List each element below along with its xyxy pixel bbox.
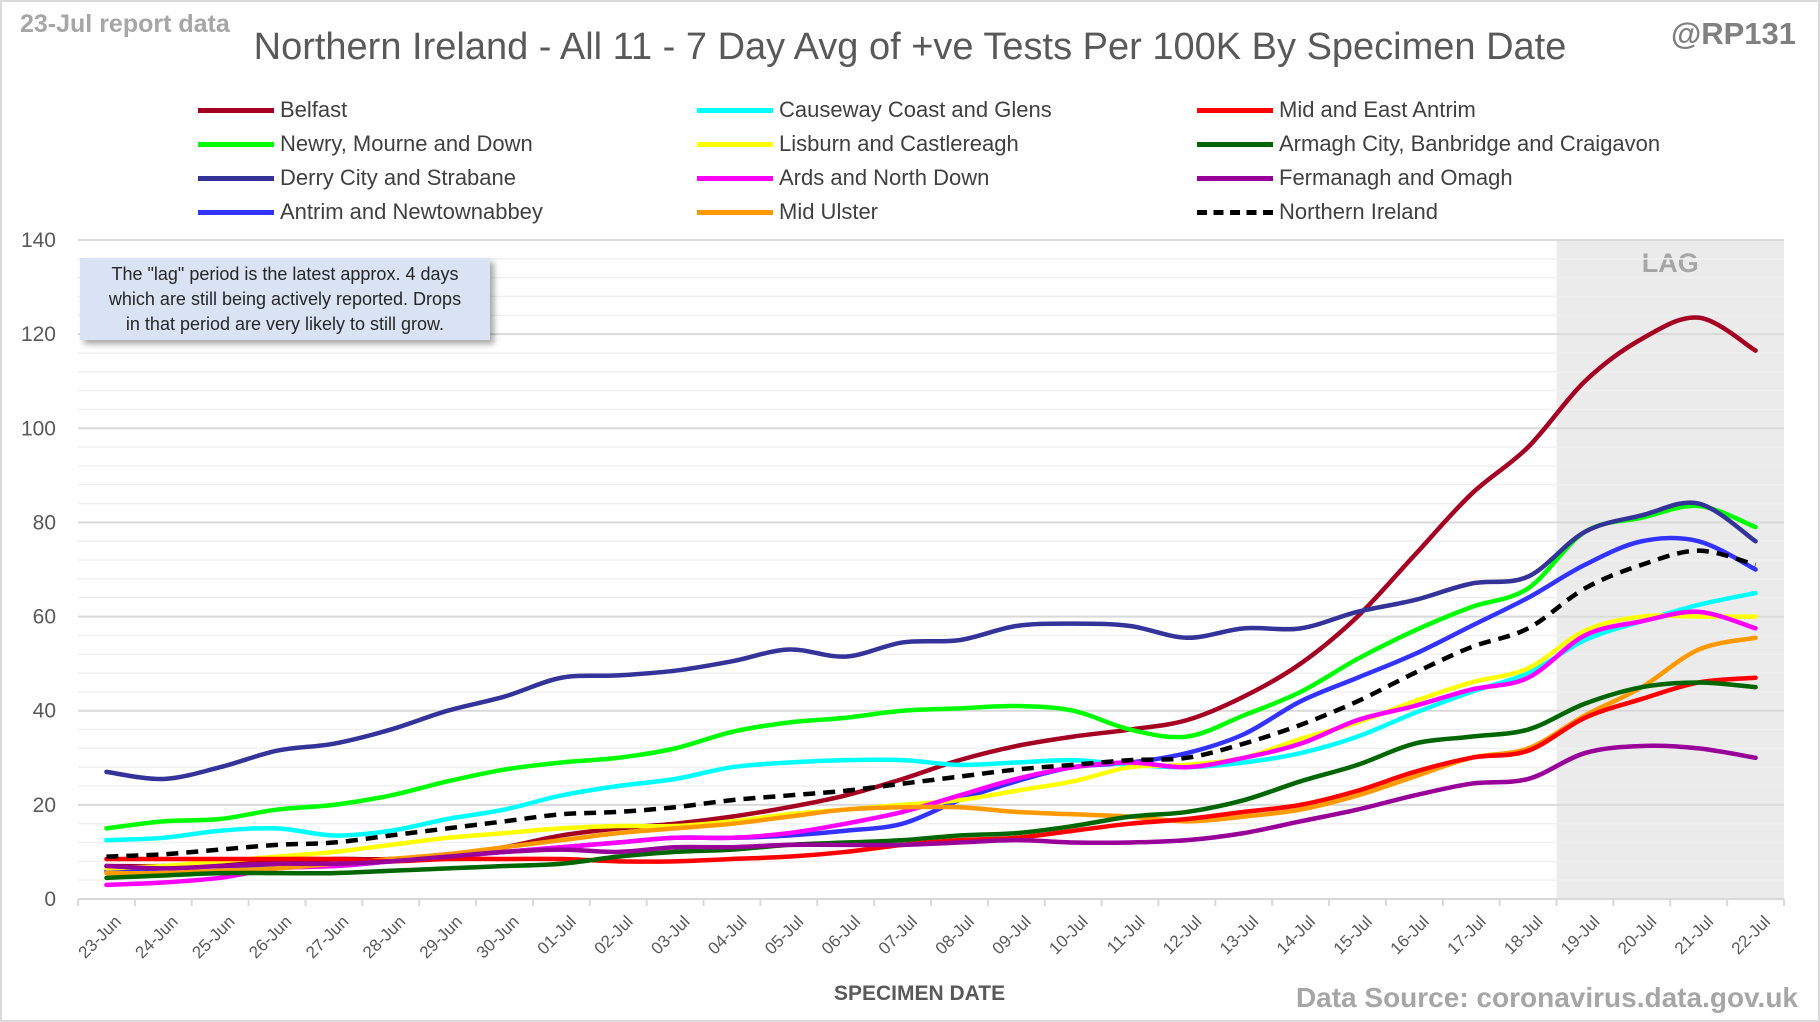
legend-label: Mid Ulster [779, 199, 879, 224]
x-tick-label: 30-Jun [473, 912, 523, 962]
lag-note-line-2: which are still being actively reported.… [108, 289, 462, 309]
x-tick-label: 19-Jul [1557, 912, 1603, 958]
series-line-northern-ireland [106, 548, 1757, 859]
legend-item: Antrim and Newtownabbey [198, 197, 543, 227]
lag-note-line-3: in that period are very likely to still … [125, 314, 445, 334]
x-axis-title: SPECIMEN DATE [834, 982, 1006, 1005]
legend-label: Fermanagh and Omagh [1279, 165, 1513, 190]
x-tick-label: 16-Jul [1387, 912, 1433, 958]
legend-item: Newry, Mourne and Down [198, 129, 533, 159]
x-tick-label: 01-Jul [534, 912, 580, 958]
legend-item: Ards and North Down [697, 163, 989, 193]
legend-label: Armagh City, Banbridge and Craigavon [1279, 131, 1661, 156]
y-tick-label: 80 [33, 511, 56, 534]
legend-label: Lisburn and Castlereagh [779, 131, 1019, 156]
x-tick-label: 09-Jul [989, 912, 1035, 958]
legend-swatch [1197, 107, 1273, 113]
x-tick-label: 22-Jul [1728, 912, 1774, 958]
legend-item: Armagh City, Banbridge and Craigavon [1197, 129, 1660, 159]
legend-swatch [198, 209, 274, 215]
x-tick-label: 24-Jun [132, 912, 182, 962]
legend-swatch [198, 107, 274, 113]
x-tick-label: 05-Jul [761, 912, 807, 958]
x-tick-label: 21-Jul [1671, 912, 1717, 958]
author-handle: @RP131 [1670, 16, 1796, 51]
lag-label: LAG [1642, 248, 1699, 278]
legend-swatch [1197, 209, 1273, 215]
legend-label: Antrim and Newtownabbey [280, 199, 543, 224]
legend-swatch [1197, 141, 1273, 147]
series-line-antrim-and-newtownabbey [104, 535, 1758, 874]
legend-label: Mid and East Antrim [1279, 97, 1476, 122]
y-tick-label: 40 [33, 700, 56, 723]
x-tick-label: 08-Jul [932, 912, 978, 958]
legend-swatch [697, 107, 773, 113]
x-tick-label: 25-Jun [188, 912, 238, 962]
x-tick-label: 13-Jul [1216, 912, 1262, 958]
x-tick-label: 03-Jul [647, 912, 693, 958]
legend-item: Mid and East Antrim [1197, 95, 1476, 125]
legend-swatch [697, 175, 773, 181]
report-date-label: 23-Jul report data [20, 10, 230, 38]
series-line-newry-mourne-and-down [104, 503, 1758, 831]
x-tick-label: 14-Jul [1273, 912, 1319, 958]
legend-item: Mid Ulster [697, 197, 878, 227]
legend-label: Ards and North Down [779, 165, 990, 190]
legend-item: Northern Ireland [1197, 197, 1438, 227]
x-tick-label: 06-Jul [818, 912, 864, 958]
legend-swatch [697, 141, 773, 147]
x-tick-label: 07-Jul [875, 912, 921, 958]
x-tick-label: 26-Jun [245, 912, 295, 962]
x-tick-label: 02-Jul [590, 912, 636, 958]
legend-swatch [198, 141, 274, 147]
legend-swatch [697, 209, 773, 215]
x-tick-label: 04-Jul [704, 912, 750, 958]
y-tick-label: 60 [33, 606, 56, 629]
series-line-lisburn-and-castlereagh [104, 613, 1758, 871]
legend-label: Derry City and Strabane [280, 165, 516, 190]
legend-item: Causeway Coast and Glens [697, 95, 1052, 125]
legend-label: Causeway Coast and Glens [779, 97, 1052, 122]
series-line-fermanagh-and-omagh [104, 743, 1758, 871]
x-tick-label: 10-Jul [1045, 912, 1091, 958]
legend-item: Lisburn and Castlereagh [697, 129, 1019, 159]
series-line-armagh-city-banbridge-and-craigavon [104, 680, 1758, 881]
x-tick-label: 27-Jun [302, 912, 352, 962]
data-source: Data Source: coronavirus.data.gov.uk [1295, 982, 1798, 1013]
legend-item: Fermanagh and Omagh [1197, 163, 1513, 193]
legend-swatch [1197, 175, 1273, 181]
y-tick-label: 120 [21, 323, 56, 346]
x-tick-label: 29-Jun [416, 912, 466, 962]
y-tick-label: 100 [21, 417, 56, 440]
y-tick-label: 140 [21, 229, 56, 252]
y-tick-label: 20 [33, 794, 56, 817]
x-tick-label: 11-Jul [1103, 912, 1148, 957]
legend-label: Newry, Mourne and Down [280, 131, 533, 156]
legend-item: Belfast [198, 95, 347, 125]
lag-note-box: The "lag" period is the latest approx. 4… [80, 258, 490, 340]
x-tick-label: 20-Jul [1614, 912, 1660, 958]
legend-label: Northern Ireland [1279, 199, 1438, 224]
x-tick-label: 18-Jul [1500, 912, 1546, 958]
y-tick-label: 0 [44, 888, 56, 911]
x-tick-label: 28-Jun [359, 912, 409, 962]
lag-region [1556, 240, 1784, 899]
lag-note-line-1: The "lag" period is the latest approx. 4… [111, 264, 459, 284]
x-tick-label: 15-Jul [1330, 912, 1376, 958]
x-tick-label: 17-Jul [1443, 912, 1489, 958]
chart-title: Northern Ireland - All 11 - 7 Day Avg of… [253, 26, 1567, 68]
x-tick-label: 23-Jun [75, 912, 125, 962]
series-line-derry-city-and-strabane [104, 500, 1758, 782]
legend-swatch [198, 175, 274, 181]
x-tick-label: 12-Jul [1159, 912, 1205, 958]
legend-label: Belfast [280, 97, 348, 122]
legend-item: Derry City and Strabane [198, 163, 516, 193]
